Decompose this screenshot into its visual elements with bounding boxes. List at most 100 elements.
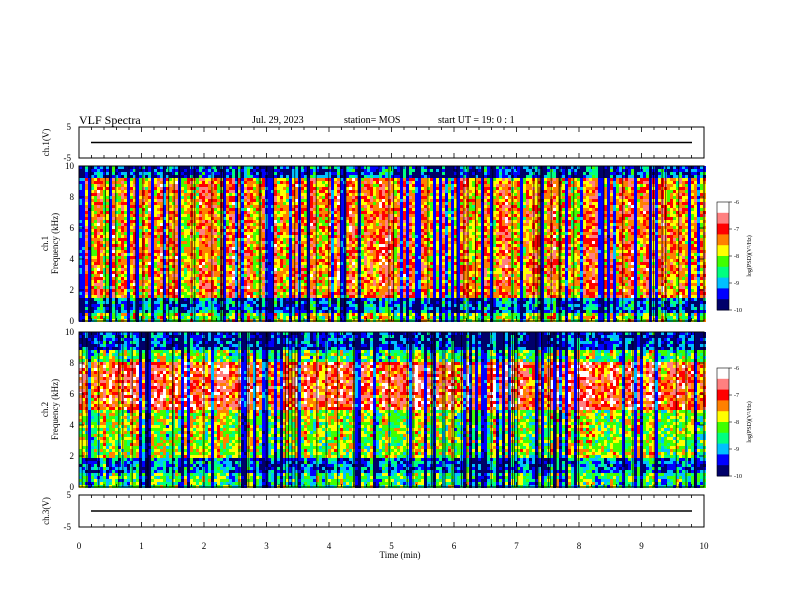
spectrogram-cell xyxy=(301,301,304,304)
spectrogram-cell xyxy=(253,184,256,187)
spectrogram-cell xyxy=(163,220,166,223)
spectrogram-cell xyxy=(253,271,256,274)
spectrogram-cell xyxy=(304,265,307,268)
spectrogram-cell xyxy=(313,190,316,193)
spectrogram-cell xyxy=(175,238,178,241)
spectrogram-cell xyxy=(241,178,244,181)
spectrogram-cell xyxy=(157,259,160,262)
spectrogram-cell xyxy=(340,199,343,202)
spectrogram-cell xyxy=(202,277,205,280)
spectrogram-cell xyxy=(142,235,145,238)
spectrogram-cell xyxy=(235,178,238,181)
spectrogram-cell xyxy=(85,214,88,217)
spectrogram-cell xyxy=(148,313,151,316)
spectrogram-cell xyxy=(277,178,280,181)
spectrogram-cell xyxy=(166,316,169,319)
spectrogram-cell xyxy=(103,226,106,229)
spectrogram-cell xyxy=(79,271,82,274)
spectrogram-cell xyxy=(148,226,151,229)
spectrogram-cell xyxy=(322,187,325,190)
spectrogram-cell xyxy=(94,166,97,169)
spectrogram-cell xyxy=(154,244,157,247)
spectrogram-cell xyxy=(250,178,253,181)
spectrogram-cell xyxy=(262,220,265,223)
spectrogram-cell xyxy=(328,193,331,196)
spectrogram-cell xyxy=(106,238,109,241)
spectrogram-cell xyxy=(160,232,163,235)
spectrogram-cell xyxy=(304,280,307,283)
spectrogram-cell xyxy=(322,220,325,223)
spectrogram-cell xyxy=(256,184,259,187)
spectrogram-cell xyxy=(154,169,157,172)
spectrogram-cell xyxy=(211,214,214,217)
spectrogram-cell xyxy=(226,190,229,193)
spectrogram-cell xyxy=(115,211,118,214)
spectrogram-cell xyxy=(289,256,292,259)
spectrogram-cell xyxy=(325,262,328,265)
spectrogram-cell xyxy=(262,298,265,301)
spectrogram-cell xyxy=(97,241,100,244)
spectrogram-cell xyxy=(316,217,319,220)
spectrogram-cell xyxy=(226,283,229,286)
spectrogram-cell xyxy=(241,229,244,232)
spectrogram-cell xyxy=(94,223,97,226)
spectrogram-cell xyxy=(295,277,298,280)
spectrogram-cell xyxy=(103,178,106,181)
spectrogram-cell xyxy=(115,181,118,184)
ch1-spectrogram xyxy=(79,166,706,322)
spectrogram-cell xyxy=(94,211,97,214)
spectrogram-cell xyxy=(208,178,211,181)
spectrogram-cell xyxy=(85,268,88,271)
spectrogram-cell xyxy=(112,217,115,220)
spectrogram-cell xyxy=(235,298,238,301)
spectrogram-cell xyxy=(238,166,241,169)
spectrogram-cell xyxy=(346,280,349,283)
spectrogram-cell xyxy=(304,271,307,274)
spectrogram-cell xyxy=(121,172,124,175)
spectrogram-cell xyxy=(166,292,169,295)
spectrogram-cell xyxy=(97,220,100,223)
spectrogram-cell xyxy=(331,271,334,274)
spectrogram-cell xyxy=(205,175,208,178)
spectrogram-cell xyxy=(271,211,274,214)
spectrogram-cell xyxy=(181,241,184,244)
spectrogram-cell xyxy=(88,193,91,196)
spectrogram-cell xyxy=(187,220,190,223)
spectrogram-cell xyxy=(349,226,352,229)
spectrogram-cell xyxy=(331,277,334,280)
spectrogram-cell xyxy=(109,184,112,187)
spectrogram-cell xyxy=(337,316,340,319)
spectrogram-cell xyxy=(253,247,256,250)
spectrogram-cell xyxy=(202,256,205,259)
spectrogram-cell xyxy=(271,223,274,226)
spectrogram-cell xyxy=(226,193,229,196)
spectrogram-cell xyxy=(244,289,247,292)
spectrogram-cell xyxy=(328,184,331,187)
spectrogram-cell xyxy=(331,169,334,172)
spectrogram-cell xyxy=(151,277,154,280)
spectrogram-cell xyxy=(208,301,211,304)
spectrogram-cell xyxy=(241,181,244,184)
spectrogram-cell xyxy=(124,175,127,178)
spectrogram-cell xyxy=(337,259,340,262)
spectrogram-cell xyxy=(271,229,274,232)
spectrogram-cell xyxy=(346,271,349,274)
spectrogram-cell xyxy=(253,226,256,229)
spectrogram-cell xyxy=(217,211,220,214)
spectrogram-cell xyxy=(244,286,247,289)
spectrogram-cell xyxy=(100,196,103,199)
spectrogram-cell xyxy=(148,250,151,253)
spectrogram-cell xyxy=(100,214,103,217)
spectrogram-cell xyxy=(151,187,154,190)
spectrogram-cell xyxy=(364,256,367,259)
spectrogram-cell xyxy=(130,181,133,184)
spectrogram-cell xyxy=(208,193,211,196)
spectrogram-cell xyxy=(274,307,277,310)
spectrogram-cell xyxy=(328,205,331,208)
spectrogram-cell xyxy=(280,223,283,226)
spectrogram-cell xyxy=(340,253,343,256)
spectrogram-cell xyxy=(271,169,274,172)
spectrogram-cell xyxy=(175,313,178,316)
spectrogram-cell xyxy=(349,190,352,193)
spectrogram-cell xyxy=(322,196,325,199)
